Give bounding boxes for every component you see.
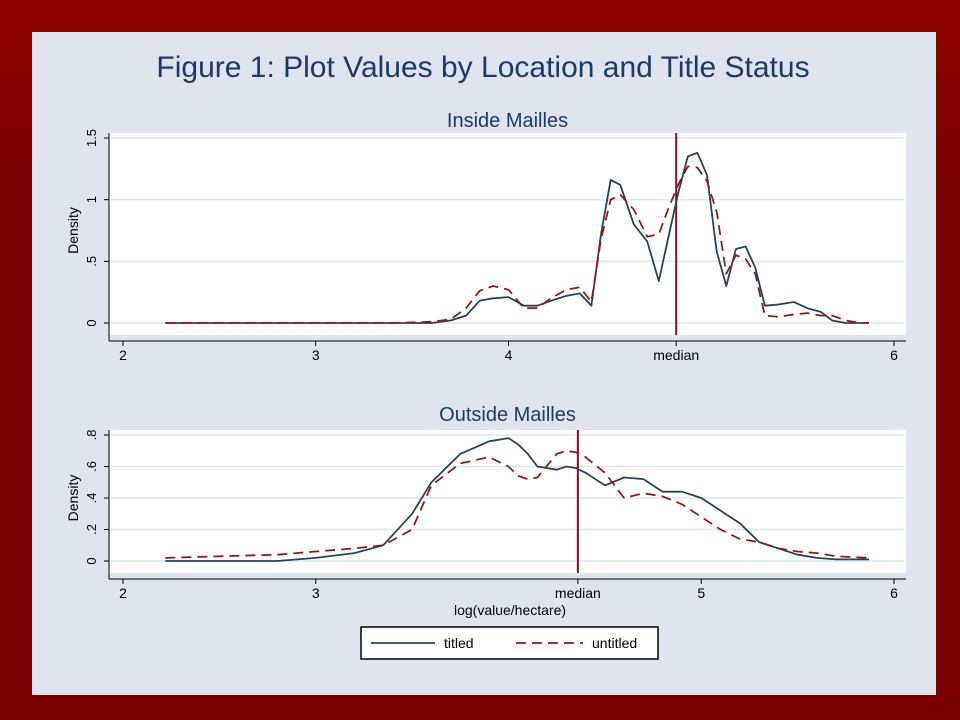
y-tick-label: .8 bbox=[84, 430, 99, 441]
series-line-titled bbox=[165, 437, 869, 562]
y-axis-title: Density bbox=[65, 475, 81, 522]
x-tick-label-3: 3 bbox=[312, 585, 320, 601]
plot-region bbox=[109, 430, 906, 573]
legend: titled untitled bbox=[360, 626, 659, 660]
y-tick-label: .4 bbox=[84, 493, 99, 504]
x-tick-label-6: 6 bbox=[890, 347, 898, 363]
panel-title: Inside Mailles bbox=[447, 110, 568, 132]
x-tick-label-3: 3 bbox=[312, 347, 320, 363]
series-line-untitled bbox=[165, 449, 869, 559]
y-tick-label: 1.5 bbox=[84, 129, 99, 147]
plot-region bbox=[109, 133, 906, 335]
y-tick-label: .6 bbox=[84, 461, 99, 472]
panel-title: Outside Mailles bbox=[439, 404, 576, 426]
y-tick-label: 0 bbox=[84, 319, 99, 326]
chart-panel-1: Inside Mailles 0 .5 1 1.5 Density 2 3 4 median 6 bbox=[65, 110, 906, 363]
x-tick-label-4: 4 bbox=[505, 347, 513, 363]
y-tick-label: .2 bbox=[84, 524, 99, 535]
figure-title: Figure 1: Plot Values by Location and Ti… bbox=[156, 51, 809, 84]
y-tick-label: .5 bbox=[84, 256, 99, 267]
x-tick-label-median: median bbox=[653, 347, 699, 363]
legend-label-untitled: untitled bbox=[592, 635, 637, 651]
x-axis-title: log(value/hectare) bbox=[454, 602, 566, 618]
y-tick-label: 0 bbox=[84, 557, 99, 564]
legend-label-titled: titled bbox=[444, 635, 474, 651]
x-tick-label-5: 5 bbox=[697, 585, 705, 601]
series-line-untitled bbox=[165, 165, 869, 324]
x-tick-label-6: 6 bbox=[890, 585, 898, 601]
x-tick-label-2: 2 bbox=[119, 347, 127, 363]
y-axis-title: Density bbox=[65, 207, 81, 254]
series-line-titled bbox=[165, 151, 869, 324]
x-tick-label-median: median bbox=[555, 585, 601, 601]
x-tick-label-2: 2 bbox=[119, 585, 127, 601]
y-tick-label: 1 bbox=[84, 196, 99, 203]
chart-panel-2: Outside Mailles 0 .2 .4 .6 .8 Density 2 3 median 5… bbox=[65, 404, 906, 618]
